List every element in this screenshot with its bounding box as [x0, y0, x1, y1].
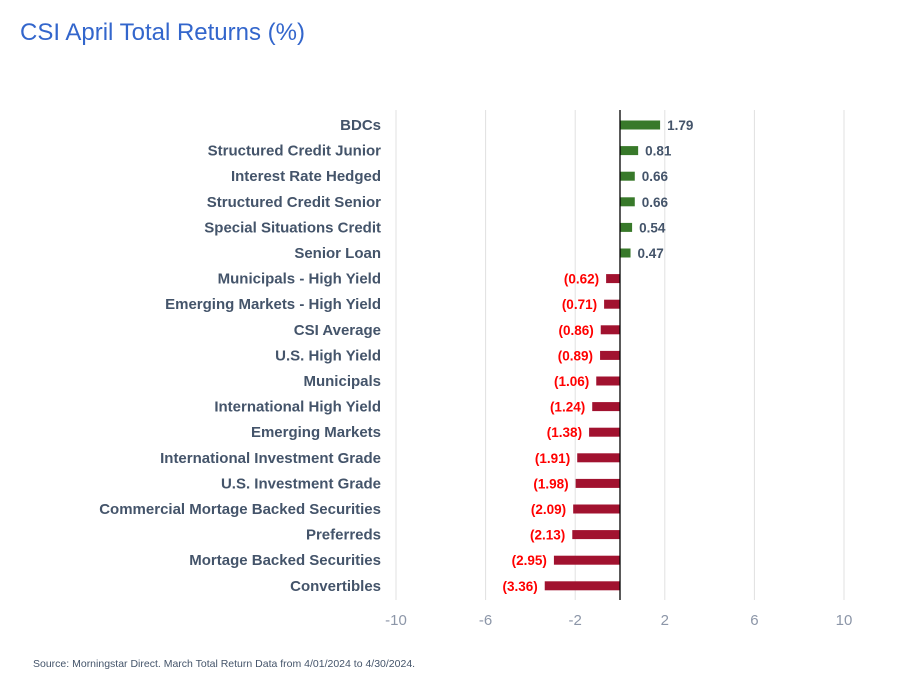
- data-label: (2.95): [512, 553, 547, 568]
- category-label: Emerging Markets - High Yield: [165, 296, 381, 313]
- bar: [606, 274, 620, 284]
- bar: [620, 197, 635, 207]
- bar: [600, 350, 620, 360]
- data-label: (0.86): [558, 323, 593, 338]
- bar: [620, 171, 635, 181]
- data-label: (2.13): [530, 528, 565, 543]
- x-tick-label: 6: [750, 612, 758, 629]
- category-label: Emerging Markets: [251, 424, 381, 441]
- category-label: International High Yield: [214, 399, 381, 416]
- category-label: Mortage Backed Securities: [189, 552, 381, 569]
- category-label: U.S. Investment Grade: [221, 475, 381, 492]
- data-label: 0.81: [645, 144, 672, 159]
- chart-title: CSI April Total Returns (%): [20, 19, 305, 46]
- data-label: 0.54: [639, 220, 666, 235]
- bar: [575, 478, 620, 488]
- category-label: Structured Credit Junior: [208, 143, 382, 160]
- category-label: Senior Loan: [294, 245, 381, 262]
- data-label: (1.91): [535, 451, 570, 466]
- data-label: (1.24): [550, 400, 585, 415]
- bar: [596, 376, 620, 386]
- data-label: 1.79: [667, 118, 693, 133]
- bar: [620, 248, 631, 258]
- category-label: Municipals: [303, 373, 381, 390]
- category-label: Interest Rate Hedged: [231, 168, 381, 185]
- data-label: (0.62): [564, 272, 599, 287]
- bar: [620, 222, 633, 232]
- x-tick-label: -10: [385, 612, 407, 629]
- category-label: Convertibles: [290, 578, 381, 595]
- source-note: Source: Morningstar Direct. March Total …: [33, 658, 416, 670]
- category-label: U.S. High Yield: [275, 347, 381, 364]
- category-label: CSI Average: [294, 322, 381, 339]
- bar: [577, 453, 620, 463]
- data-label: (0.71): [562, 297, 597, 312]
- x-tick-label: -2: [569, 612, 582, 629]
- bar: [592, 402, 620, 412]
- bar: [544, 581, 620, 591]
- bar: [620, 146, 639, 156]
- data-label: 0.66: [642, 169, 669, 184]
- bar: [620, 120, 661, 130]
- data-label: (1.06): [554, 374, 589, 389]
- bar: [604, 299, 620, 309]
- data-label: (1.38): [547, 425, 582, 440]
- x-tick-label: 2: [661, 612, 669, 629]
- category-label: Municipals - High Yield: [218, 271, 381, 288]
- category-label: Preferreds: [306, 527, 381, 544]
- data-label: (2.09): [531, 502, 566, 517]
- category-label: BDCs: [340, 117, 381, 134]
- category-label: Structured Credit Senior: [207, 194, 381, 211]
- x-tick-label: -6: [479, 612, 492, 629]
- bar: [589, 427, 620, 437]
- data-label: 0.66: [642, 195, 669, 210]
- category-label: Commercial Mortage Backed Securities: [99, 501, 381, 518]
- bar: [553, 555, 620, 565]
- data-label: 0.47: [638, 246, 664, 261]
- x-tick-label: 10: [836, 612, 853, 629]
- bar: [600, 325, 620, 335]
- data-label: (1.98): [533, 476, 568, 491]
- bar: [572, 530, 620, 540]
- category-label: International Investment Grade: [160, 450, 381, 467]
- category-label: Special Situations Credit: [204, 219, 381, 236]
- data-label: (3.36): [502, 579, 537, 594]
- data-label: (0.89): [558, 348, 593, 363]
- bar: [573, 504, 620, 514]
